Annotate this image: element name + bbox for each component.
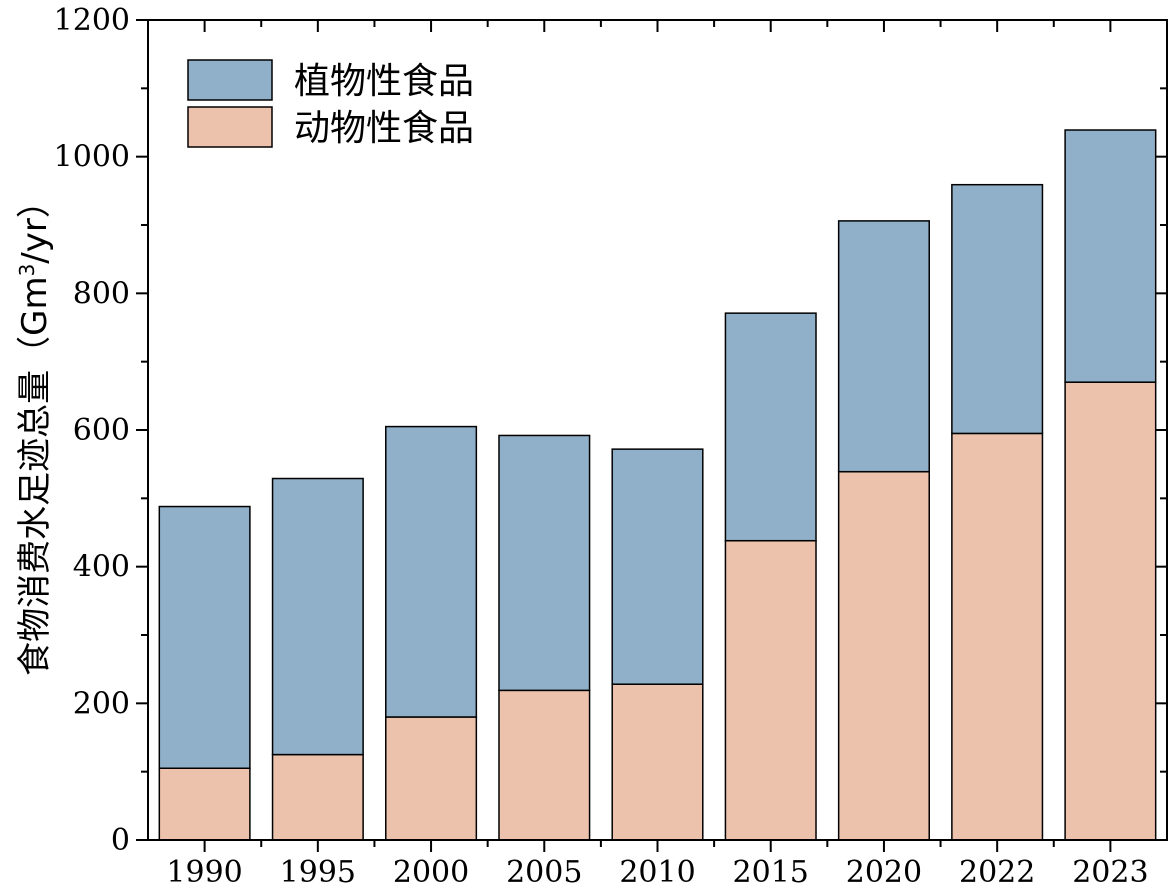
bar-plant-2022 xyxy=(951,183,1044,435)
x-tick-label-2023: 2023 xyxy=(1072,855,1148,890)
x-tick-label-2022: 2022 xyxy=(959,855,1035,890)
ticks-layer: 0 200 400 600 800 1000 1200 1990 1995 2000 2005 201… xyxy=(54,3,1167,890)
bar-animal-2005 xyxy=(498,689,591,841)
x-tick-label-2010: 2010 xyxy=(619,855,695,890)
y-tick-label-1200: 1200 xyxy=(54,3,130,38)
y-tick-label-600: 600 xyxy=(73,413,130,448)
y-tick-label-200: 200 xyxy=(73,686,130,721)
bar-animal-1990 xyxy=(158,767,251,841)
bar-plant-1990 xyxy=(158,505,251,769)
y-tick-label-800: 800 xyxy=(73,276,130,311)
x-tick-label-2020: 2020 xyxy=(846,855,922,890)
x-tick-label-1990: 1990 xyxy=(166,855,242,890)
y-tick-label-400: 400 xyxy=(73,550,130,585)
bar-plant-2020 xyxy=(837,220,930,473)
y-axis-label-superscript: 3 xyxy=(15,264,39,277)
bar-animal-2020 xyxy=(837,470,930,841)
bar-plant-2015 xyxy=(724,312,817,542)
legend-swatch-animal xyxy=(187,106,273,148)
bars-layer xyxy=(158,129,1157,841)
bar-animal-2022 xyxy=(951,432,1044,841)
bar-plant-2010 xyxy=(611,448,704,685)
x-tick-label-2000: 2000 xyxy=(393,855,469,890)
bar-plant-2005 xyxy=(498,434,591,692)
y-axis-label-main: 食物消费水足迹总量（Gm xyxy=(15,276,55,675)
y-axis-label: 食物消费水足迹总量（Gm3/yr） xyxy=(15,184,55,676)
bar-animal-2023 xyxy=(1064,381,1157,841)
legend-label-plant: 植物性食品 xyxy=(294,61,474,102)
legend: 植物性食品 动物性食品 xyxy=(187,59,474,149)
bar-plant-2023 xyxy=(1064,129,1157,383)
bar-plant-2000 xyxy=(385,425,478,718)
y-tick-label-1000: 1000 xyxy=(54,140,130,175)
bar-animal-2010 xyxy=(611,683,704,841)
bar-plant-1995 xyxy=(271,477,364,756)
x-tick-label-2015: 2015 xyxy=(733,855,809,890)
legend-label-animal: 动物性食品 xyxy=(294,108,474,149)
y-axis-label-tail: /yr） xyxy=(15,184,55,264)
legend-swatch-plant xyxy=(187,59,273,101)
x-tick-label-2005: 2005 xyxy=(506,855,582,890)
bar-animal-2000 xyxy=(385,716,478,841)
bar-animal-1995 xyxy=(271,753,364,841)
y-tick-label-0: 0 xyxy=(111,823,130,858)
bar-animal-2015 xyxy=(724,539,817,841)
x-tick-label-1995: 1995 xyxy=(280,855,356,890)
